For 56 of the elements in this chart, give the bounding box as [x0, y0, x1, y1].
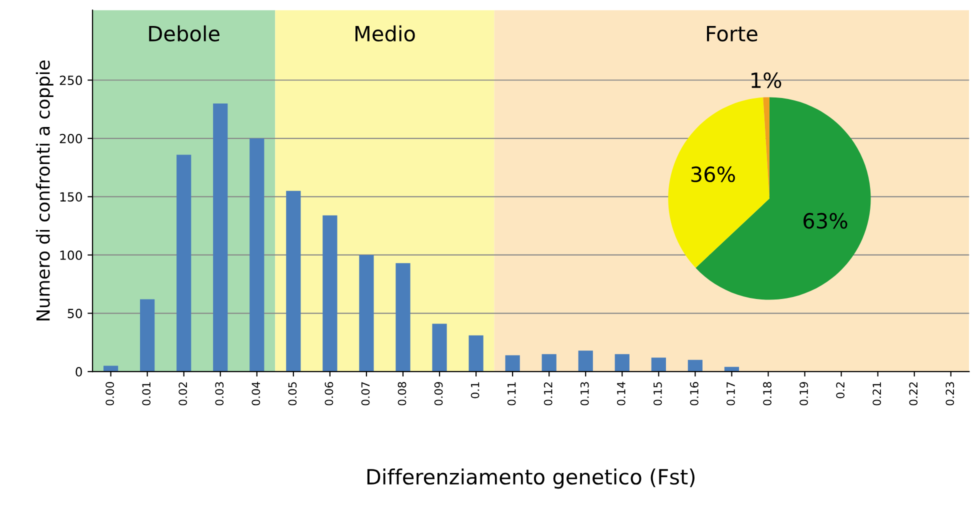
pie-slice — [668, 97, 770, 268]
bar — [359, 254, 374, 372]
band-label: Forte — [707, 26, 758, 42]
x-tick-label: 0.15 — [653, 382, 662, 406]
bar — [396, 263, 410, 372]
y-tick-label: 150 — [60, 192, 82, 202]
bar — [578, 350, 593, 372]
x-tick-label: 0.13 — [580, 382, 589, 406]
x-tick-label: 0.02 — [178, 382, 188, 406]
x-tick-label: 0.2 — [836, 382, 845, 398]
bar — [542, 354, 556, 372]
x-tick-label: 0.11 — [507, 382, 516, 406]
x-tick-label: 0.07 — [361, 382, 370, 406]
bar — [614, 354, 630, 372]
x-tick-label: 0.18 — [763, 382, 772, 406]
x-tick-label: 0.05 — [288, 382, 297, 406]
x-tick-label: 0.06 — [324, 382, 334, 406]
bar — [213, 103, 228, 372]
bar — [140, 299, 155, 372]
bar — [688, 360, 702, 372]
x-tick-label: 0.1 — [470, 382, 480, 398]
bar — [103, 366, 118, 372]
band-label: Debole — [149, 25, 220, 42]
data-label: 36% — [691, 166, 735, 182]
x-tick-label: 0.00 — [106, 382, 114, 406]
x-tick-label: 0.08 — [398, 382, 406, 406]
band-label: Medio — [355, 25, 415, 42]
y-tick-label: 100 — [60, 250, 82, 260]
x-axis-title: Differenziamento genetico (Fst) — [367, 468, 694, 489]
y-tick-label: 250 — [60, 76, 82, 86]
x-tick-label: 0.21 — [872, 382, 882, 406]
x-tick-label: 0.01 — [142, 382, 151, 406]
x-tick-label: 0.03 — [215, 382, 224, 406]
bar — [468, 335, 484, 372]
bar — [651, 358, 666, 372]
x-tick-label: 0.19 — [800, 382, 808, 406]
bar — [250, 138, 264, 372]
x-tick-label: 0.16 — [690, 382, 698, 406]
bar — [505, 355, 520, 372]
bar — [432, 324, 447, 372]
data-label: 63% — [804, 212, 848, 229]
x-tick-label: 0.14 — [616, 382, 626, 406]
y-tick-label: 0 — [76, 367, 82, 376]
y-axis-title: Numero di confronti a coppie — [36, 60, 54, 320]
bar — [176, 154, 192, 372]
x-tick-label: 0.09 — [434, 382, 443, 406]
data-label: 1% — [752, 72, 782, 88]
x-tick-label: 0.12 — [544, 382, 552, 406]
y-tick-label: 200 — [60, 134, 82, 144]
x-tick-label: 0.04 — [252, 382, 260, 406]
x-tick-label: 0.22 — [909, 382, 918, 406]
x-tick-label: 0.17 — [726, 382, 735, 406]
y-tick-label: 50 — [68, 308, 82, 318]
x-tick-label: 0.23 — [946, 382, 954, 406]
bar — [322, 215, 338, 372]
bar — [286, 190, 301, 372]
